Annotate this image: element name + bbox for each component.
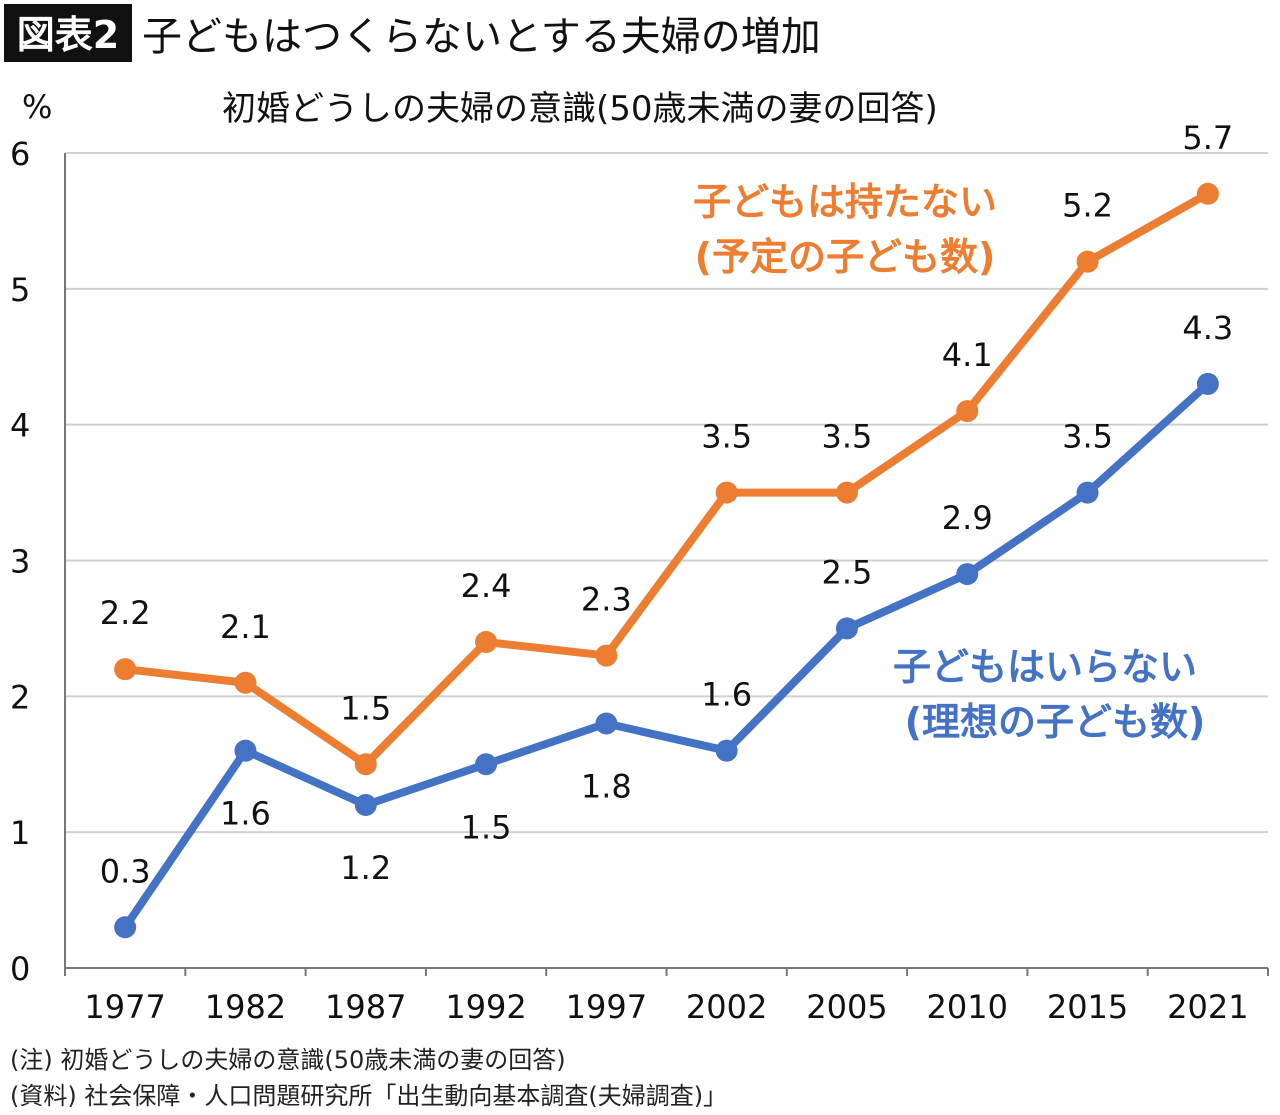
series-sublabel-orange: (予定の子ども数)	[695, 235, 996, 279]
y-tick-label: 2	[10, 678, 30, 716]
data-point	[595, 644, 618, 667]
x-tick-label: 1987	[325, 988, 406, 1026]
x-tick-label: 1992	[445, 988, 526, 1026]
data-label: 5.2	[1062, 187, 1113, 225]
series-label-orange: 子どもは持たない	[693, 180, 997, 224]
x-tick-label: 2002	[686, 988, 767, 1026]
x-tick-label: 2005	[806, 988, 887, 1026]
data-label: 2.4	[461, 567, 512, 605]
data-point	[1196, 182, 1219, 205]
y-axis-unit: %	[22, 88, 52, 126]
data-point	[715, 739, 738, 762]
chart-title: 初婚どうしの夫婦の意識(50歳未満の妻の回答)	[222, 89, 938, 129]
data-label: 1.5	[340, 689, 391, 727]
x-tick-label: 2015	[1047, 988, 1128, 1026]
y-tick-label: 3	[10, 543, 30, 581]
data-point	[234, 671, 257, 694]
data-label: 2.5	[822, 553, 873, 591]
data-label: 1.8	[581, 768, 632, 806]
data-label: 5.7	[1182, 119, 1233, 157]
data-point	[1076, 250, 1099, 273]
data-point	[475, 753, 498, 776]
x-tick-label: 1977	[84, 988, 165, 1026]
series-line	[121, 380, 1211, 930]
series-line	[124, 190, 1210, 769]
data-point	[835, 481, 858, 504]
y-tick-label: 6	[10, 135, 30, 173]
y-tick-label: 4	[10, 407, 30, 445]
data-label: 1.2	[340, 849, 391, 887]
data-label: 3.5	[701, 418, 752, 456]
title-badge	[4, 4, 132, 62]
note-text: (注) 初婚どうしの夫婦の意識(50歳未満の妻の回答)	[10, 1046, 566, 1074]
data-label: 4.3	[1182, 309, 1233, 347]
data-point	[1076, 481, 1099, 504]
y-tick-label: 5	[10, 271, 30, 309]
data-label: 1.5	[461, 808, 512, 846]
data-point	[354, 794, 377, 816]
y-tick-label: 0	[10, 950, 30, 988]
data-point	[715, 481, 738, 504]
data-point	[595, 712, 618, 735]
page-title: 子どもはつくらないとする夫婦の増加	[142, 14, 821, 60]
data-point	[114, 658, 137, 681]
x-tick-label: 2010	[927, 988, 1008, 1026]
data-label: 1.6	[220, 795, 271, 833]
x-tick-label: 1997	[566, 988, 647, 1026]
x-tick-label: 2021	[1167, 988, 1248, 1026]
x-tick-label: 1982	[205, 988, 286, 1026]
data-label: 3.5	[1062, 418, 1113, 456]
series-label-blue: 子どもはいらない	[893, 645, 1197, 689]
data-label: 2.9	[942, 499, 993, 537]
data-label: 3.5	[822, 418, 873, 456]
data-label: 1.6	[701, 676, 752, 714]
data-point	[956, 400, 979, 423]
data-label: 0.3	[100, 852, 151, 890]
data-point	[475, 631, 498, 653]
source-text: (資料) 社会保障・人口問題研究所「出生動向基本調査(夫婦調査)」	[10, 1082, 727, 1110]
data-point	[234, 739, 257, 762]
data-label: 2.1	[220, 608, 271, 646]
data-label: 4.1	[942, 336, 993, 374]
data-point	[956, 563, 979, 586]
data-label: 2.2	[100, 594, 151, 632]
y-tick-label: 1	[10, 814, 30, 852]
title-badge-text: 図表2	[17, 13, 119, 57]
data-point	[1196, 372, 1219, 395]
data-point	[354, 753, 377, 776]
data-label: 2.3	[581, 581, 632, 619]
series-sublabel-blue: (理想の子ども数)	[905, 700, 1206, 744]
data-point	[114, 916, 137, 939]
data-point	[835, 617, 858, 640]
